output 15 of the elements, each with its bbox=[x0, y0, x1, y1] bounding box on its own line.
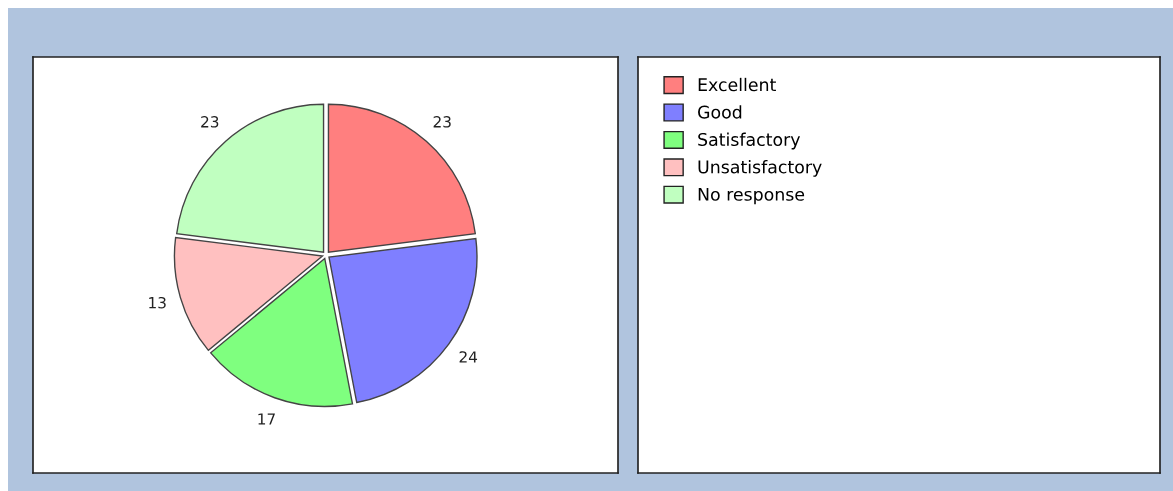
legend-label: Unsatisfactory bbox=[698, 160, 822, 177]
data-label: 23 bbox=[433, 116, 451, 128]
pie-slice bbox=[176, 103, 325, 253]
data-label: 17 bbox=[258, 413, 275, 425]
legend-label: Satisfactory bbox=[698, 132, 801, 150]
pie-slice bbox=[210, 257, 354, 408]
legend-label: No response bbox=[698, 187, 805, 205]
data-label: 24 bbox=[459, 351, 478, 363]
legend-label: Good bbox=[698, 105, 742, 119]
pie-slice bbox=[327, 103, 476, 253]
pie-slice bbox=[328, 237, 478, 404]
legend-label: Excellent bbox=[698, 77, 776, 92]
data-label: 13 bbox=[149, 296, 166, 309]
data-label: 23 bbox=[201, 116, 219, 128]
pie-slice bbox=[173, 236, 324, 352]
